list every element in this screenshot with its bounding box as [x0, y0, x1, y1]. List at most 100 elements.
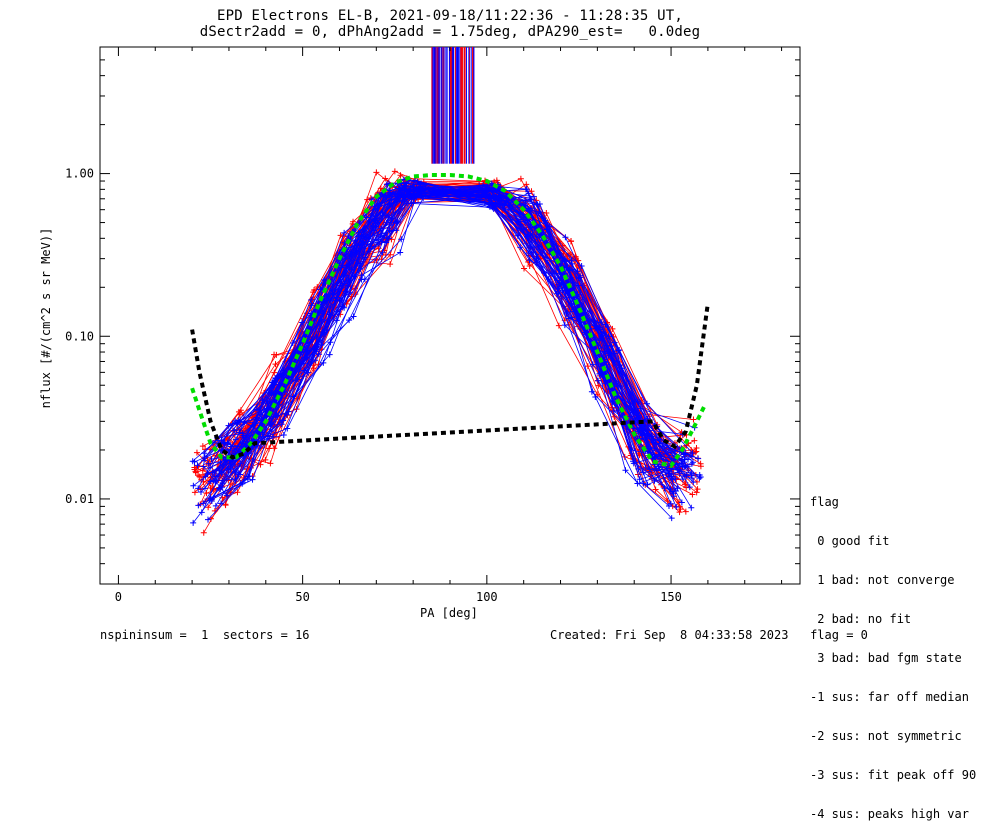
data-point — [684, 463, 691, 470]
data-point — [692, 449, 699, 456]
data-point — [383, 194, 390, 201]
data-point — [686, 484, 693, 491]
data-point — [483, 187, 490, 194]
data-point — [193, 449, 200, 456]
data-point — [532, 239, 539, 246]
data-point — [668, 515, 675, 522]
series-traces-red — [191, 168, 704, 536]
data-point — [192, 468, 199, 475]
trace-line — [222, 184, 693, 476]
data-point — [414, 189, 421, 196]
data-point — [412, 177, 419, 184]
data-point — [656, 437, 663, 444]
data-point — [525, 235, 532, 242]
data-point — [191, 464, 198, 471]
data-point — [530, 193, 537, 200]
data-point — [690, 416, 697, 423]
data-point — [643, 400, 650, 407]
trace-line — [209, 183, 701, 500]
data-point — [358, 272, 365, 279]
data-point — [200, 500, 207, 507]
data-point — [269, 433, 276, 440]
data-point — [596, 326, 603, 333]
data-point — [197, 489, 204, 496]
data-point — [669, 476, 676, 483]
data-point — [345, 232, 352, 239]
x-tick-label: 50 — [295, 590, 309, 604]
data-point — [273, 351, 280, 358]
data-point — [673, 504, 680, 511]
data-point — [313, 334, 320, 341]
data-point — [223, 492, 230, 499]
data-point — [568, 257, 575, 264]
data-point — [553, 290, 560, 297]
data-point — [215, 485, 222, 492]
saturation-spikes — [427, 47, 480, 174]
data-point — [280, 431, 287, 438]
data-point — [686, 452, 693, 459]
data-point — [341, 229, 348, 236]
data-point — [697, 474, 704, 481]
data-point — [218, 500, 225, 507]
legend-item: -4 sus: peaks high var — [810, 807, 969, 821]
data-point — [378, 238, 385, 245]
data-point — [568, 237, 575, 244]
data-point — [391, 168, 398, 175]
data-point — [554, 277, 561, 284]
legend-item: -2 sus: not symmetric — [810, 729, 962, 743]
data-point — [562, 234, 569, 241]
data-point — [348, 246, 355, 253]
data-point — [367, 243, 374, 250]
data-point — [610, 407, 617, 414]
data-point — [308, 296, 315, 303]
data-point — [263, 405, 270, 412]
data-point — [355, 229, 362, 236]
trace-line — [214, 193, 694, 483]
data-point — [490, 192, 497, 199]
trace-line — [221, 188, 689, 482]
data-point — [609, 325, 616, 332]
data-point — [198, 509, 205, 516]
data-point — [293, 406, 300, 413]
data-point — [525, 249, 532, 256]
data-point — [382, 175, 389, 182]
y-tick-label: 0.01 — [65, 492, 94, 506]
data-point — [588, 388, 595, 395]
data-point — [676, 509, 683, 516]
data-point — [555, 322, 562, 329]
x-axis-label: PA [deg] — [420, 606, 478, 620]
data-point — [386, 227, 393, 234]
legend-item: -1 sus: far off median — [810, 690, 969, 704]
y-tick-label: 1.00 — [65, 167, 94, 181]
data-point — [530, 248, 537, 255]
data-point — [652, 486, 659, 493]
data-point — [673, 488, 680, 495]
data-point — [259, 397, 266, 404]
data-point — [222, 502, 229, 509]
legend-item: 3 bad: bad fgm state — [810, 651, 962, 665]
data-point — [670, 493, 677, 500]
data-point — [636, 476, 643, 483]
data-point — [493, 177, 500, 184]
data-marks — [189, 47, 710, 536]
data-point — [237, 407, 244, 414]
data-point — [337, 232, 344, 239]
data-point — [611, 339, 618, 346]
data-point — [693, 445, 700, 452]
x-tick-label: 0 — [115, 590, 122, 604]
data-point — [189, 458, 196, 465]
data-point — [398, 187, 405, 194]
data-point — [326, 311, 333, 318]
data-point — [346, 317, 353, 324]
data-point — [190, 519, 197, 526]
data-point — [666, 502, 673, 509]
data-point — [691, 437, 698, 444]
data-point — [688, 471, 695, 478]
x-tick-label: 100 — [476, 590, 498, 604]
data-point — [342, 272, 349, 279]
data-point — [527, 205, 534, 212]
footer-right: Created: Fri Sep 8 04:33:58 2023 flag = … — [550, 628, 868, 642]
trace-line — [207, 191, 687, 508]
data-point — [194, 462, 201, 469]
chart-title: EPD Electrons EL-B, 2021-09-18/11:22:36 … — [217, 8, 683, 24]
